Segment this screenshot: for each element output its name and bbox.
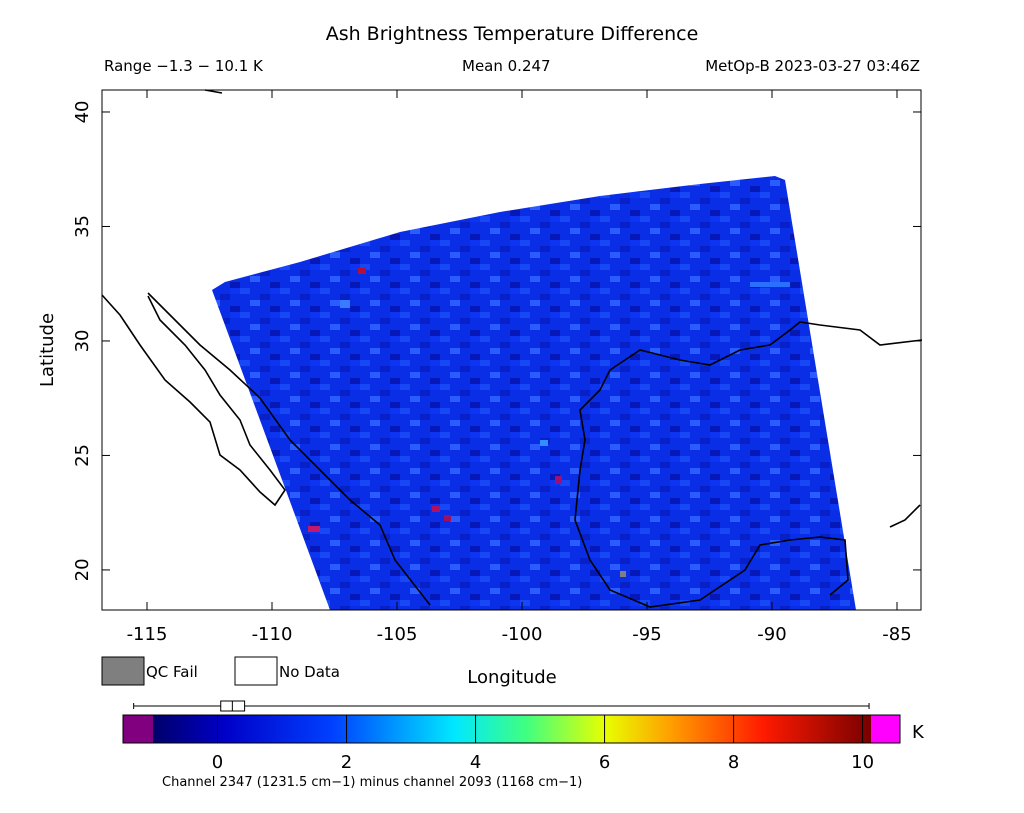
colorbar-tick-label: 8 [728, 752, 739, 773]
colorbar-tick-label: 0 [212, 752, 223, 773]
y-tick-label: 30 [72, 330, 93, 353]
hot-pixel [432, 506, 440, 512]
legend-label: No Data [279, 663, 340, 681]
colorbar-unit: K [912, 722, 925, 743]
under-swatch [123, 715, 153, 743]
mexico-west-coast [147, 292, 431, 606]
y-tick-label: 40 [72, 101, 93, 124]
pixel [540, 440, 548, 446]
mean-text: Mean 0.247 [462, 57, 551, 75]
x-tick-label: -105 [377, 624, 418, 645]
colorbar: 0 2 4 6 8 10 K Channel 2347 (1231.5 cm−1) minus… [122, 700, 925, 790]
pixel [340, 300, 350, 308]
x-tick-label: -90 [757, 624, 786, 645]
colorbar-tick-label: 6 [599, 752, 610, 773]
hot-pixel [555, 476, 562, 484]
x-tick-label: -115 [127, 624, 168, 645]
qc-fail-pixel [620, 571, 626, 577]
swath-area [212, 176, 856, 610]
colorbar-gradient [153, 715, 871, 743]
colorbar-tick-label: 2 [341, 752, 352, 773]
colorbar-caption: Channel 2347 (1231.5 cm−1) minus channel… [162, 775, 582, 790]
pixel [750, 282, 790, 287]
axes: -115 -110 -105 -100 -95 -90 -85 20 25 30 35 40 [72, 90, 921, 645]
y-axis-label: Latitude [37, 313, 58, 387]
plot-frame [101, 89, 922, 611]
colorbar-tick-label: 4 [470, 752, 481, 773]
legend-swatch [101, 656, 145, 686]
x-axis-label: Longitude [467, 667, 557, 688]
legend-label: QC Fail [146, 663, 198, 681]
x-tick-label: -110 [252, 624, 293, 645]
legend-swatch [234, 656, 278, 686]
gulf-coast [574, 321, 923, 608]
x-tick-label: -85 [882, 624, 911, 645]
colorbar-frame [122, 714, 901, 744]
coastlines [101, 89, 923, 608]
cuba-coast [889, 504, 921, 528]
y-tick-label: 35 [72, 215, 93, 238]
x-tick-label: -100 [502, 624, 543, 645]
hot-pixel [308, 526, 320, 532]
over-swatch [871, 715, 900, 743]
legend: QC Fail No Data [101, 656, 340, 686]
swath [212, 176, 856, 610]
baja-coast [101, 294, 286, 507]
colorbar-tick-label: 10 [851, 752, 874, 773]
title: Ash Brightness Temperature Difference [326, 23, 699, 45]
hot-pixel [358, 268, 366, 274]
y-tick-label: 25 [72, 444, 93, 467]
hot-pixel [444, 515, 451, 521]
y-tick-label: 20 [72, 558, 93, 581]
x-tick-label: -95 [632, 624, 661, 645]
source-text: MetOp-B 2023-03-27 03:46Z [705, 57, 920, 75]
range-text: Range −1.3 − 10.1 K [104, 57, 264, 75]
